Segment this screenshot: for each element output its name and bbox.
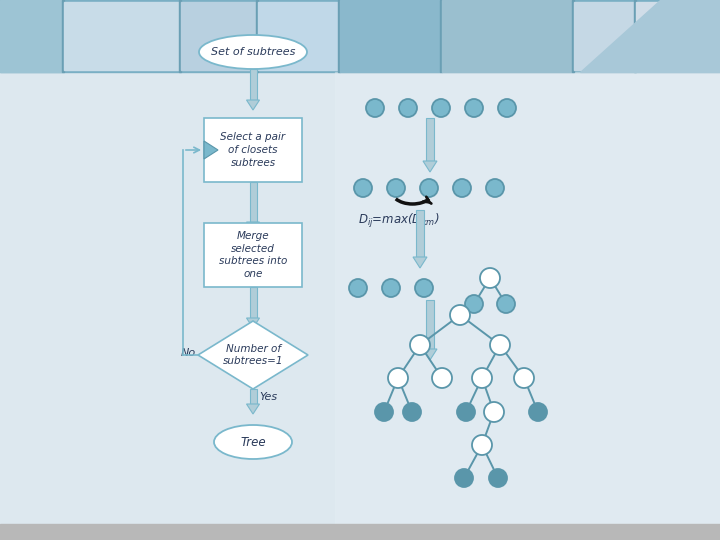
Polygon shape: [246, 318, 259, 328]
Circle shape: [388, 368, 408, 388]
Text: Merge
selected
subtrees into
one: Merge selected subtrees into one: [219, 231, 287, 279]
Bar: [250, 69, 256, 100]
Bar: [426, 118, 434, 161]
Circle shape: [403, 403, 421, 421]
Circle shape: [432, 99, 450, 117]
Circle shape: [387, 179, 405, 197]
Circle shape: [490, 335, 510, 355]
Bar: [442, 0, 572, 72]
Circle shape: [514, 368, 534, 388]
Bar: [64, 2, 179, 70]
Polygon shape: [413, 257, 427, 268]
Circle shape: [489, 469, 507, 487]
Circle shape: [497, 295, 515, 313]
Circle shape: [453, 179, 471, 197]
Circle shape: [472, 368, 492, 388]
Circle shape: [399, 99, 417, 117]
Circle shape: [432, 368, 452, 388]
Polygon shape: [246, 404, 259, 414]
Circle shape: [465, 99, 483, 117]
Polygon shape: [580, 0, 720, 72]
Circle shape: [529, 403, 547, 421]
Bar: [636, 2, 720, 70]
Bar: [250, 287, 256, 318]
Circle shape: [366, 99, 384, 117]
Bar: [0, 0, 720, 72]
Circle shape: [375, 403, 393, 421]
Bar: [335, 72, 720, 524]
Bar: [572, 0, 574, 72]
Circle shape: [455, 469, 473, 487]
Bar: [256, 0, 258, 72]
Bar: [634, 0, 636, 72]
Circle shape: [382, 279, 400, 297]
Circle shape: [484, 402, 504, 422]
Bar: [338, 0, 340, 72]
Bar: [250, 182, 256, 222]
Bar: [426, 300, 434, 349]
Circle shape: [498, 99, 516, 117]
Circle shape: [354, 179, 372, 197]
Text: No: No: [181, 348, 196, 358]
Bar: [250, 389, 256, 404]
Ellipse shape: [199, 35, 307, 69]
Bar: [62, 0, 64, 72]
Bar: [204, 223, 302, 287]
Circle shape: [420, 179, 438, 197]
Circle shape: [465, 295, 483, 313]
Text: Set of subtrees: Set of subtrees: [211, 47, 295, 57]
Circle shape: [457, 403, 475, 421]
Text: Tree: Tree: [240, 435, 266, 449]
Text: Select a pair
of closets
subtrees: Select a pair of closets subtrees: [220, 132, 286, 168]
Polygon shape: [246, 222, 259, 232]
Bar: [416, 210, 424, 257]
Bar: [0, 0, 62, 72]
Polygon shape: [423, 161, 437, 172]
Circle shape: [349, 279, 367, 297]
Text: Yes: Yes: [259, 392, 277, 402]
Bar: [258, 2, 338, 70]
Bar: [340, 0, 440, 72]
Text: $D_{ij}$=max($D_{km}$): $D_{ij}$=max($D_{km}$): [358, 212, 440, 230]
Circle shape: [415, 279, 433, 297]
Bar: [179, 0, 181, 72]
Polygon shape: [246, 100, 259, 110]
Polygon shape: [204, 141, 218, 159]
Circle shape: [472, 435, 492, 455]
Ellipse shape: [214, 425, 292, 459]
Circle shape: [450, 305, 470, 325]
Circle shape: [410, 335, 430, 355]
Circle shape: [486, 179, 504, 197]
Bar: [574, 2, 634, 70]
Polygon shape: [198, 321, 308, 389]
Bar: [181, 2, 256, 70]
Bar: [0, 524, 720, 540]
Polygon shape: [423, 349, 437, 360]
Text: Number of
subtrees=1: Number of subtrees=1: [222, 343, 283, 367]
Bar: [440, 0, 442, 72]
Circle shape: [480, 268, 500, 288]
Bar: [204, 118, 302, 182]
